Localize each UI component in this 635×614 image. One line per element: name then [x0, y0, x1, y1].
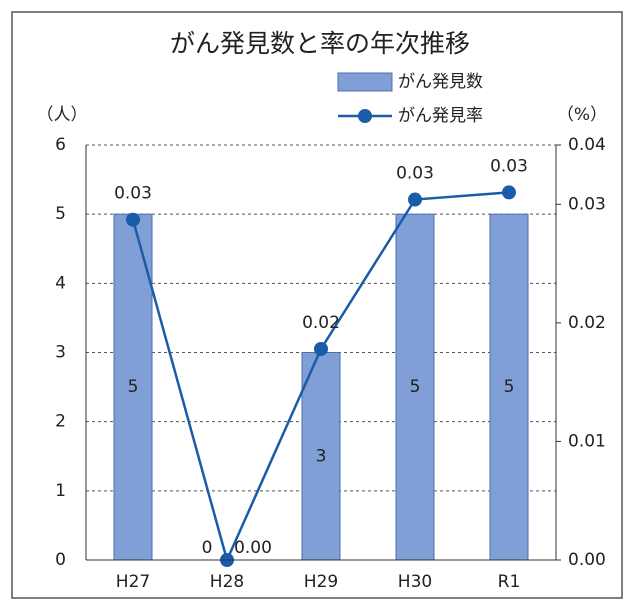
line-point [126, 212, 140, 227]
line-value-label: 0.03 [114, 184, 152, 204]
y-tick-label: 6 [55, 135, 66, 155]
line-value-label: 0.03 [396, 164, 434, 184]
line-value-label: 0.02 [302, 313, 340, 333]
bar [489, 213, 529, 561]
line-point [408, 192, 422, 207]
y2-tick-label: 0.00 [568, 550, 606, 570]
y-tick-label: 0 [55, 550, 66, 570]
y2-axis-label: （%） [557, 105, 607, 125]
y-tick-label: 5 [55, 204, 66, 224]
legend-marker [358, 109, 372, 123]
x-tick-label: H28 [210, 572, 244, 592]
legend-label: がん発見率 [398, 106, 483, 126]
y-tick-label: 1 [55, 481, 66, 501]
legend-label: がん発見数 [398, 72, 483, 92]
bar-value-label: 5 [504, 377, 515, 397]
y2-tick-label: 0.04 [568, 135, 606, 155]
line-value-label: 0.03 [490, 156, 528, 176]
y2-tick-label: 0.02 [568, 313, 606, 333]
legend-swatch [337, 72, 393, 92]
x-tick-label: R1 [498, 572, 521, 592]
bar-value-label: 5 [128, 377, 139, 397]
y2-tick-label: 0.01 [568, 431, 606, 451]
bar-value-label: 5 [410, 377, 421, 397]
chart-title: がん発見数と率の年次推移 [170, 29, 470, 58]
bar [301, 352, 341, 561]
x-tick-label: H29 [304, 572, 338, 592]
bar-value-label: 3 [316, 446, 327, 466]
line-value-label: 0.00 [234, 538, 272, 558]
y2-tick-label: 0.03 [568, 194, 606, 214]
x-tick-label: H27 [116, 572, 150, 592]
bar-value-label: 0 [202, 538, 213, 558]
x-tick-label: H30 [398, 572, 432, 592]
y-tick-label: 3 [55, 343, 66, 363]
line-point [314, 341, 328, 356]
y-tick-label: 4 [55, 273, 66, 293]
y-axis-label: （人） [37, 105, 88, 125]
line-point [502, 185, 516, 200]
y-tick-label: 2 [55, 412, 66, 432]
